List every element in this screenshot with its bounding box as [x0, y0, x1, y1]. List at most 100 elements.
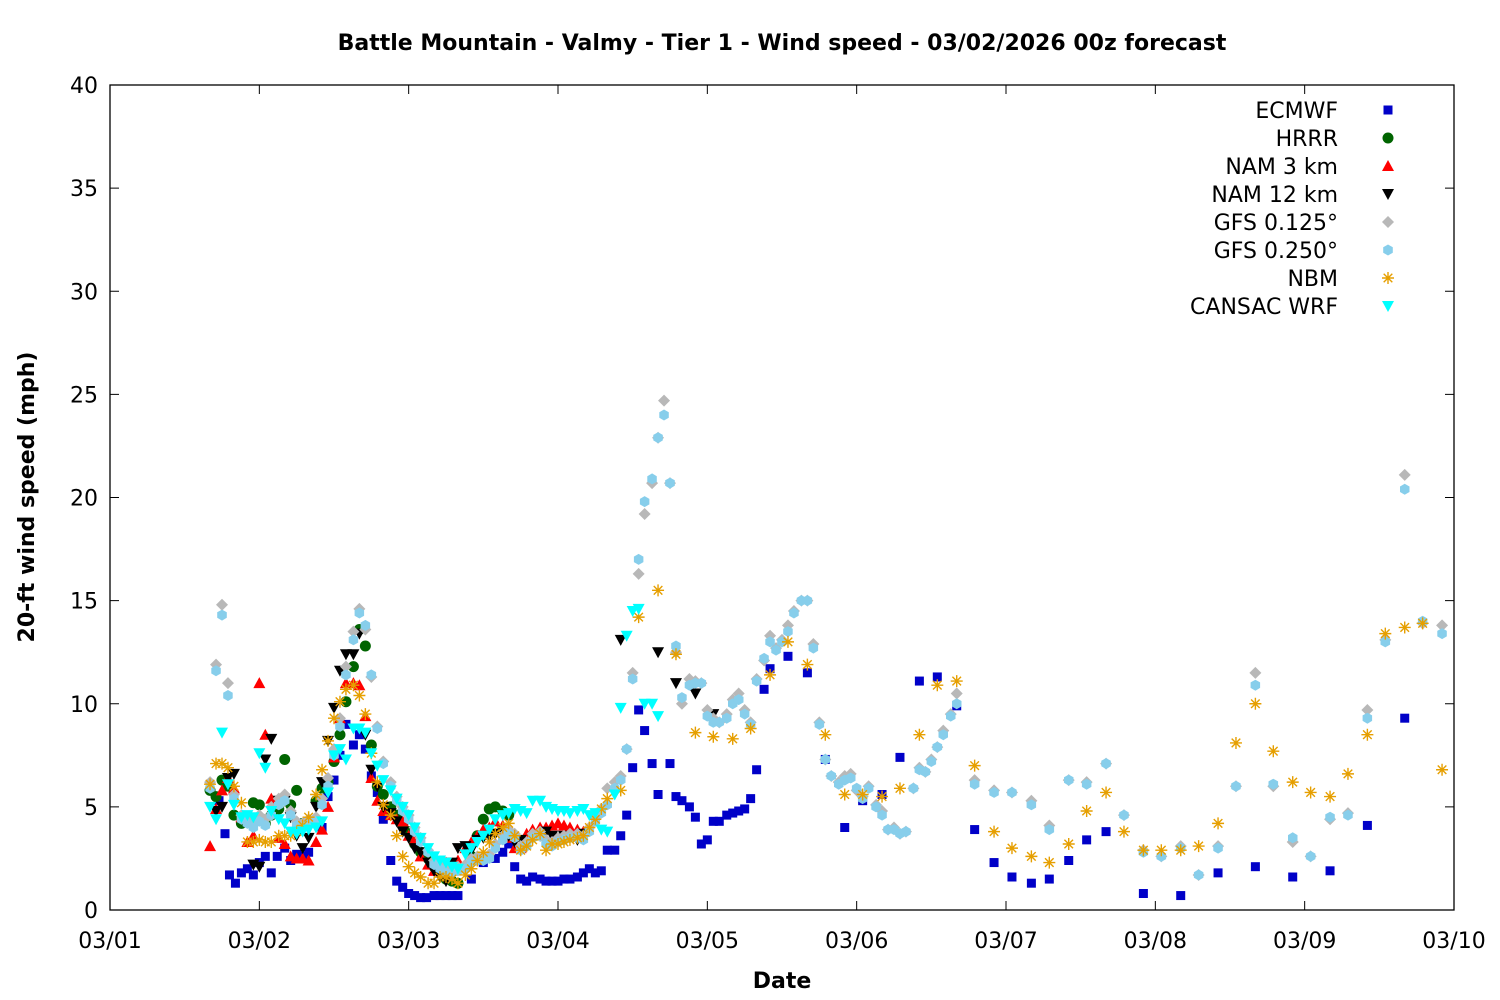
data-point — [204, 840, 217, 852]
data-point — [217, 609, 227, 621]
data-point — [278, 838, 291, 849]
data-point — [1362, 820, 1372, 830]
data-point — [653, 790, 663, 799]
data-point — [589, 808, 602, 820]
data-point — [216, 784, 228, 796]
data-point — [602, 799, 612, 811]
data-point — [408, 866, 421, 879]
data-point — [285, 809, 296, 821]
data-point — [322, 800, 335, 812]
data-point — [1288, 832, 1298, 844]
series-0 — [214, 651, 1410, 903]
data-point — [316, 763, 329, 776]
data-point — [1398, 621, 1411, 634]
data-point — [707, 730, 720, 743]
data-point — [557, 835, 570, 848]
data-point — [932, 672, 942, 682]
data-point — [354, 607, 365, 619]
data-point — [360, 744, 370, 754]
data-point — [445, 873, 458, 886]
legend-marker — [1382, 189, 1394, 200]
data-point — [372, 787, 382, 797]
data-point — [671, 792, 681, 802]
data-point — [279, 753, 291, 765]
data-point — [440, 857, 452, 869]
data-point — [740, 804, 750, 814]
data-point — [335, 750, 345, 760]
data-point — [359, 727, 372, 739]
data-point — [334, 729, 346, 741]
data-point — [733, 694, 744, 706]
data-point — [365, 772, 378, 783]
data-point — [272, 851, 282, 861]
data-point — [563, 833, 576, 846]
data-point — [265, 733, 278, 745]
data-point — [552, 838, 564, 850]
data-point — [322, 787, 335, 799]
data-point — [632, 567, 645, 580]
data-point — [876, 790, 889, 803]
data-point — [1267, 745, 1280, 758]
data-point — [221, 677, 234, 690]
data-point — [333, 744, 346, 756]
data-point — [1250, 862, 1260, 872]
data-point — [1325, 866, 1335, 876]
data-point — [483, 824, 496, 836]
data-point — [1324, 790, 1337, 803]
data-point — [428, 877, 441, 890]
data-point — [221, 773, 234, 784]
data-point — [1213, 842, 1223, 854]
data-point — [728, 808, 738, 818]
data-point — [459, 849, 472, 861]
data-point — [616, 831, 626, 841]
legend-marker — [1382, 216, 1394, 228]
data-point — [1325, 811, 1335, 823]
data-point — [765, 636, 775, 648]
data-point — [926, 756, 937, 767]
data-point — [359, 708, 372, 721]
data-point — [1249, 697, 1262, 710]
data-point — [714, 716, 724, 728]
data-point — [216, 727, 228, 739]
data-point — [590, 868, 600, 878]
data-point — [1007, 786, 1017, 798]
data-point — [333, 695, 346, 708]
data-point — [248, 870, 258, 880]
data-point — [696, 677, 707, 689]
data-point — [489, 827, 502, 840]
data-point — [1361, 728, 1374, 741]
y-tick-label: 25 — [70, 383, 98, 408]
data-point — [808, 642, 819, 654]
data-point — [459, 868, 472, 881]
legend-label: GFS 0.250° — [1214, 239, 1338, 264]
data-point — [347, 679, 360, 692]
data-point — [578, 868, 588, 878]
data-point — [764, 668, 777, 681]
chart-title: Battle Mountain - Valmy - Tier 1 - Wind … — [338, 31, 1227, 56]
data-point — [422, 893, 432, 903]
data-point — [1398, 468, 1411, 481]
data-point — [466, 874, 476, 884]
data-point — [1064, 856, 1074, 865]
data-point — [242, 864, 252, 874]
data-point — [1416, 617, 1429, 630]
data-point — [577, 829, 590, 842]
data-point — [1026, 799, 1037, 811]
data-point — [396, 801, 409, 813]
data-point — [647, 473, 657, 485]
data-point — [302, 824, 315, 836]
data-point — [584, 864, 594, 874]
data-point — [265, 835, 278, 848]
data-point — [447, 891, 457, 901]
data-point — [260, 819, 271, 831]
data-point — [826, 770, 836, 782]
data-point — [302, 811, 315, 824]
data-point — [227, 780, 240, 793]
data-point — [227, 799, 240, 811]
data-point — [260, 851, 270, 861]
data-point — [496, 821, 509, 834]
legend-marker — [1382, 301, 1394, 312]
data-point — [781, 635, 794, 648]
data-point — [253, 799, 265, 811]
